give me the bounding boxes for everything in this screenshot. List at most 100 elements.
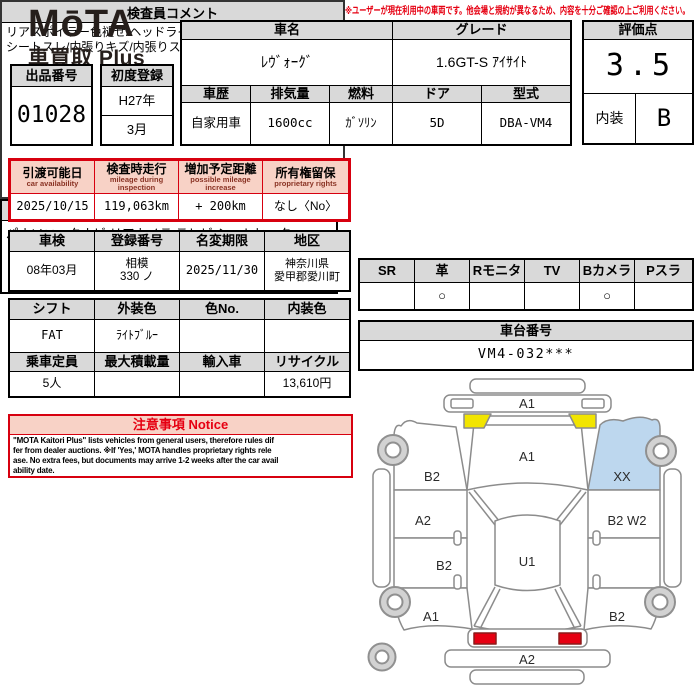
notice-title: 注意事項 Notice [10, 416, 351, 435]
capacity-label: 乗車定員 [10, 353, 95, 372]
spec-table: シフト 外装色 色No. 内装色 FAT ﾗｲﾄﾌﾞﾙｰ 乗車定員 最大積載量 … [8, 298, 351, 398]
zone-label-rear-bumper: A2 [519, 652, 535, 667]
equipment-rear-monitor-label: Rモニタ [470, 260, 525, 283]
mileage-increase-value: + 200km [179, 194, 263, 219]
mileage-label: 検査時走行 [106, 161, 167, 176]
exterior-color-value: ﾗｲﾄﾌﾞﾙｰ [95, 320, 180, 353]
front-grille-shape [469, 378, 586, 394]
proprietary-rights-header: 所有権留保 proprietary rights [263, 161, 348, 194]
mileage-sublabel: mileage during inspection [109, 174, 164, 192]
score-label: 評価点 [584, 22, 692, 40]
first-registration-year: H27年 [102, 87, 172, 116]
availability-table: 引渡可能日 car availability 検査時走行 mileage dur… [8, 158, 351, 222]
tail-panel-shape [467, 628, 588, 648]
mileage-increase-sublabel: possible mileage increase [190, 174, 251, 192]
score-box: 評価点 3.5 内装 B [582, 20, 694, 145]
equipment-power-slide-value [635, 283, 692, 309]
equipment-tv-label: TV [525, 260, 580, 283]
rear-pillar-right-inner [554, 588, 576, 630]
tailgate-shape [469, 669, 585, 685]
logo-wordmark: MōTA [28, 3, 135, 45]
mota-logo: MōTA 車買取 Plus [28, 3, 145, 72]
mileage-increase-label: 増加予定距離 [184, 161, 257, 176]
door-label: ドア [393, 86, 482, 103]
usage-warning-text: ※ユーザーが現在利用中の車両です。他会場と規約が異なるため、内容を十分ご確認の上… [345, 6, 690, 17]
import-label: 輸入車 [180, 353, 265, 372]
right-front-fender-highlight [587, 416, 661, 491]
wheel-rear-right-hub [651, 593, 669, 611]
equipment-leather-value: ○ [415, 283, 470, 309]
first-registration-box: 初度登録 H27年 3月 [100, 64, 174, 146]
chassis-number-label: 車台番号 [360, 322, 692, 341]
windshield-pillar-right-inner [554, 489, 582, 523]
color-no-label: 色No. [180, 300, 265, 320]
rocker-panel-left [372, 468, 391, 588]
recycle-value: 13,610円 [282, 376, 332, 391]
notice-box: 注意事項 Notice "MOTA Kaitori Plus" lists ve… [8, 414, 353, 478]
lot-number-label: 出品番号 [12, 66, 91, 87]
spare-tire-hub [374, 649, 390, 665]
rear-bumper-shape [444, 649, 611, 668]
fuel-label: 燃料 [330, 86, 393, 103]
equipment-rear-monitor-value [470, 283, 525, 309]
availability-date-value: 2025/10/15 [11, 194, 95, 219]
mileage-header: 検査時走行 mileage during inspection [95, 161, 179, 194]
registration-table: 車検 登録番号 名変期限 地区 08年03月 相模 330 ノ 2025/11/… [8, 230, 351, 292]
proprietary-rights-value: なし〈No〉 [273, 198, 338, 213]
zone-label-left-rear-quarter: A1 [423, 609, 439, 624]
equipment-backup-camera-label: Bカメラ [580, 260, 635, 283]
inspector-comment-title: 検査員コメント [2, 2, 343, 23]
zone-label-left-front-door: A2 [415, 513, 431, 528]
availability-date-sublabel: car availability [26, 178, 79, 188]
rear-pillar-left-inner [479, 588, 501, 630]
front-marker-left [450, 398, 474, 409]
model-code-label: 型式 [482, 86, 570, 103]
front-marker-right [581, 398, 605, 409]
door-value: 5D [393, 103, 482, 144]
equipment-backup-camera-value: ○ [580, 283, 635, 309]
zone-label-front-bumper: A1 [519, 396, 535, 411]
chassis-number-box: 車台番号 VM4-032*** [358, 320, 694, 371]
wheel-front-left-hub [384, 441, 402, 459]
equipment-table: SR 革 Rモニタ TV Bカメラ Pスラ ○ ○ [358, 258, 694, 311]
rear-pillar-left [473, 586, 496, 627]
door-handle-right-rear [592, 574, 601, 590]
equipment-sr-label: SR [360, 260, 415, 283]
name-change-deadline-label: 名変期限 [180, 232, 265, 252]
vehicle-grade-label: グレード [393, 22, 570, 40]
availability-date-label: 引渡可能日 [22, 165, 83, 180]
headlight-highlight-right [568, 413, 597, 429]
name-change-deadline-value: 2025/11/30 [180, 252, 265, 290]
max-load-label: 最大積載量 [95, 353, 180, 372]
zone-label-left-rear-door: B2 [436, 558, 452, 573]
district-label: 地区 [265, 232, 349, 252]
mileage-value: 119,063km [95, 194, 179, 219]
mileage-increase-header: 増加予定距離 possible mileage increase [179, 161, 263, 194]
vehicle-history-value: 自家用車 [182, 103, 251, 144]
fuel-value: ｶﾞｿﾘﾝ [330, 103, 393, 144]
car-damage-diagram: A1 A1 B2 XX A2 B2 W2 B2 U1 A1 B2 A2 [367, 378, 682, 685]
import-value [180, 372, 265, 396]
vehicle-info-table: 車名 グレード ﾚｳﾞｫｰｸﾞ 1.6GT-S ｱｲｻｲﾄ 車歴 排気量 燃料 … [180, 20, 572, 146]
rocker-panel-right [663, 468, 682, 588]
shift-value: FAT [10, 320, 95, 353]
displacement-label: 排気量 [251, 86, 330, 103]
plate-number-label: 登録番号 [95, 232, 180, 252]
door-handle-left-front [453, 530, 462, 546]
equipment-power-slide-label: Pスラ [635, 260, 692, 283]
vehicle-name-value: ﾚｳﾞｫｰｸﾞ [182, 40, 393, 86]
zone-label-right-rear-quarter: B2 [609, 609, 625, 624]
zone-label-roof: U1 [519, 554, 536, 569]
vehicle-name-label: 車名 [182, 22, 393, 40]
score-value: 3.5 [584, 40, 692, 94]
wheel-rear-left-hub [386, 593, 404, 611]
equipment-leather-label: 革 [415, 260, 470, 283]
equipment-sr-value [360, 283, 415, 309]
proprietary-rights-sublabel: proprietary rights [274, 178, 337, 188]
door-handle-left-rear [453, 574, 462, 590]
notice-body: "MOTA Kaitori Plus" lists vehicles from … [13, 436, 279, 475]
max-load-value [95, 372, 180, 396]
windshield-pillar-left [468, 491, 496, 526]
zone-label-left-front-fender: B2 [424, 469, 440, 484]
